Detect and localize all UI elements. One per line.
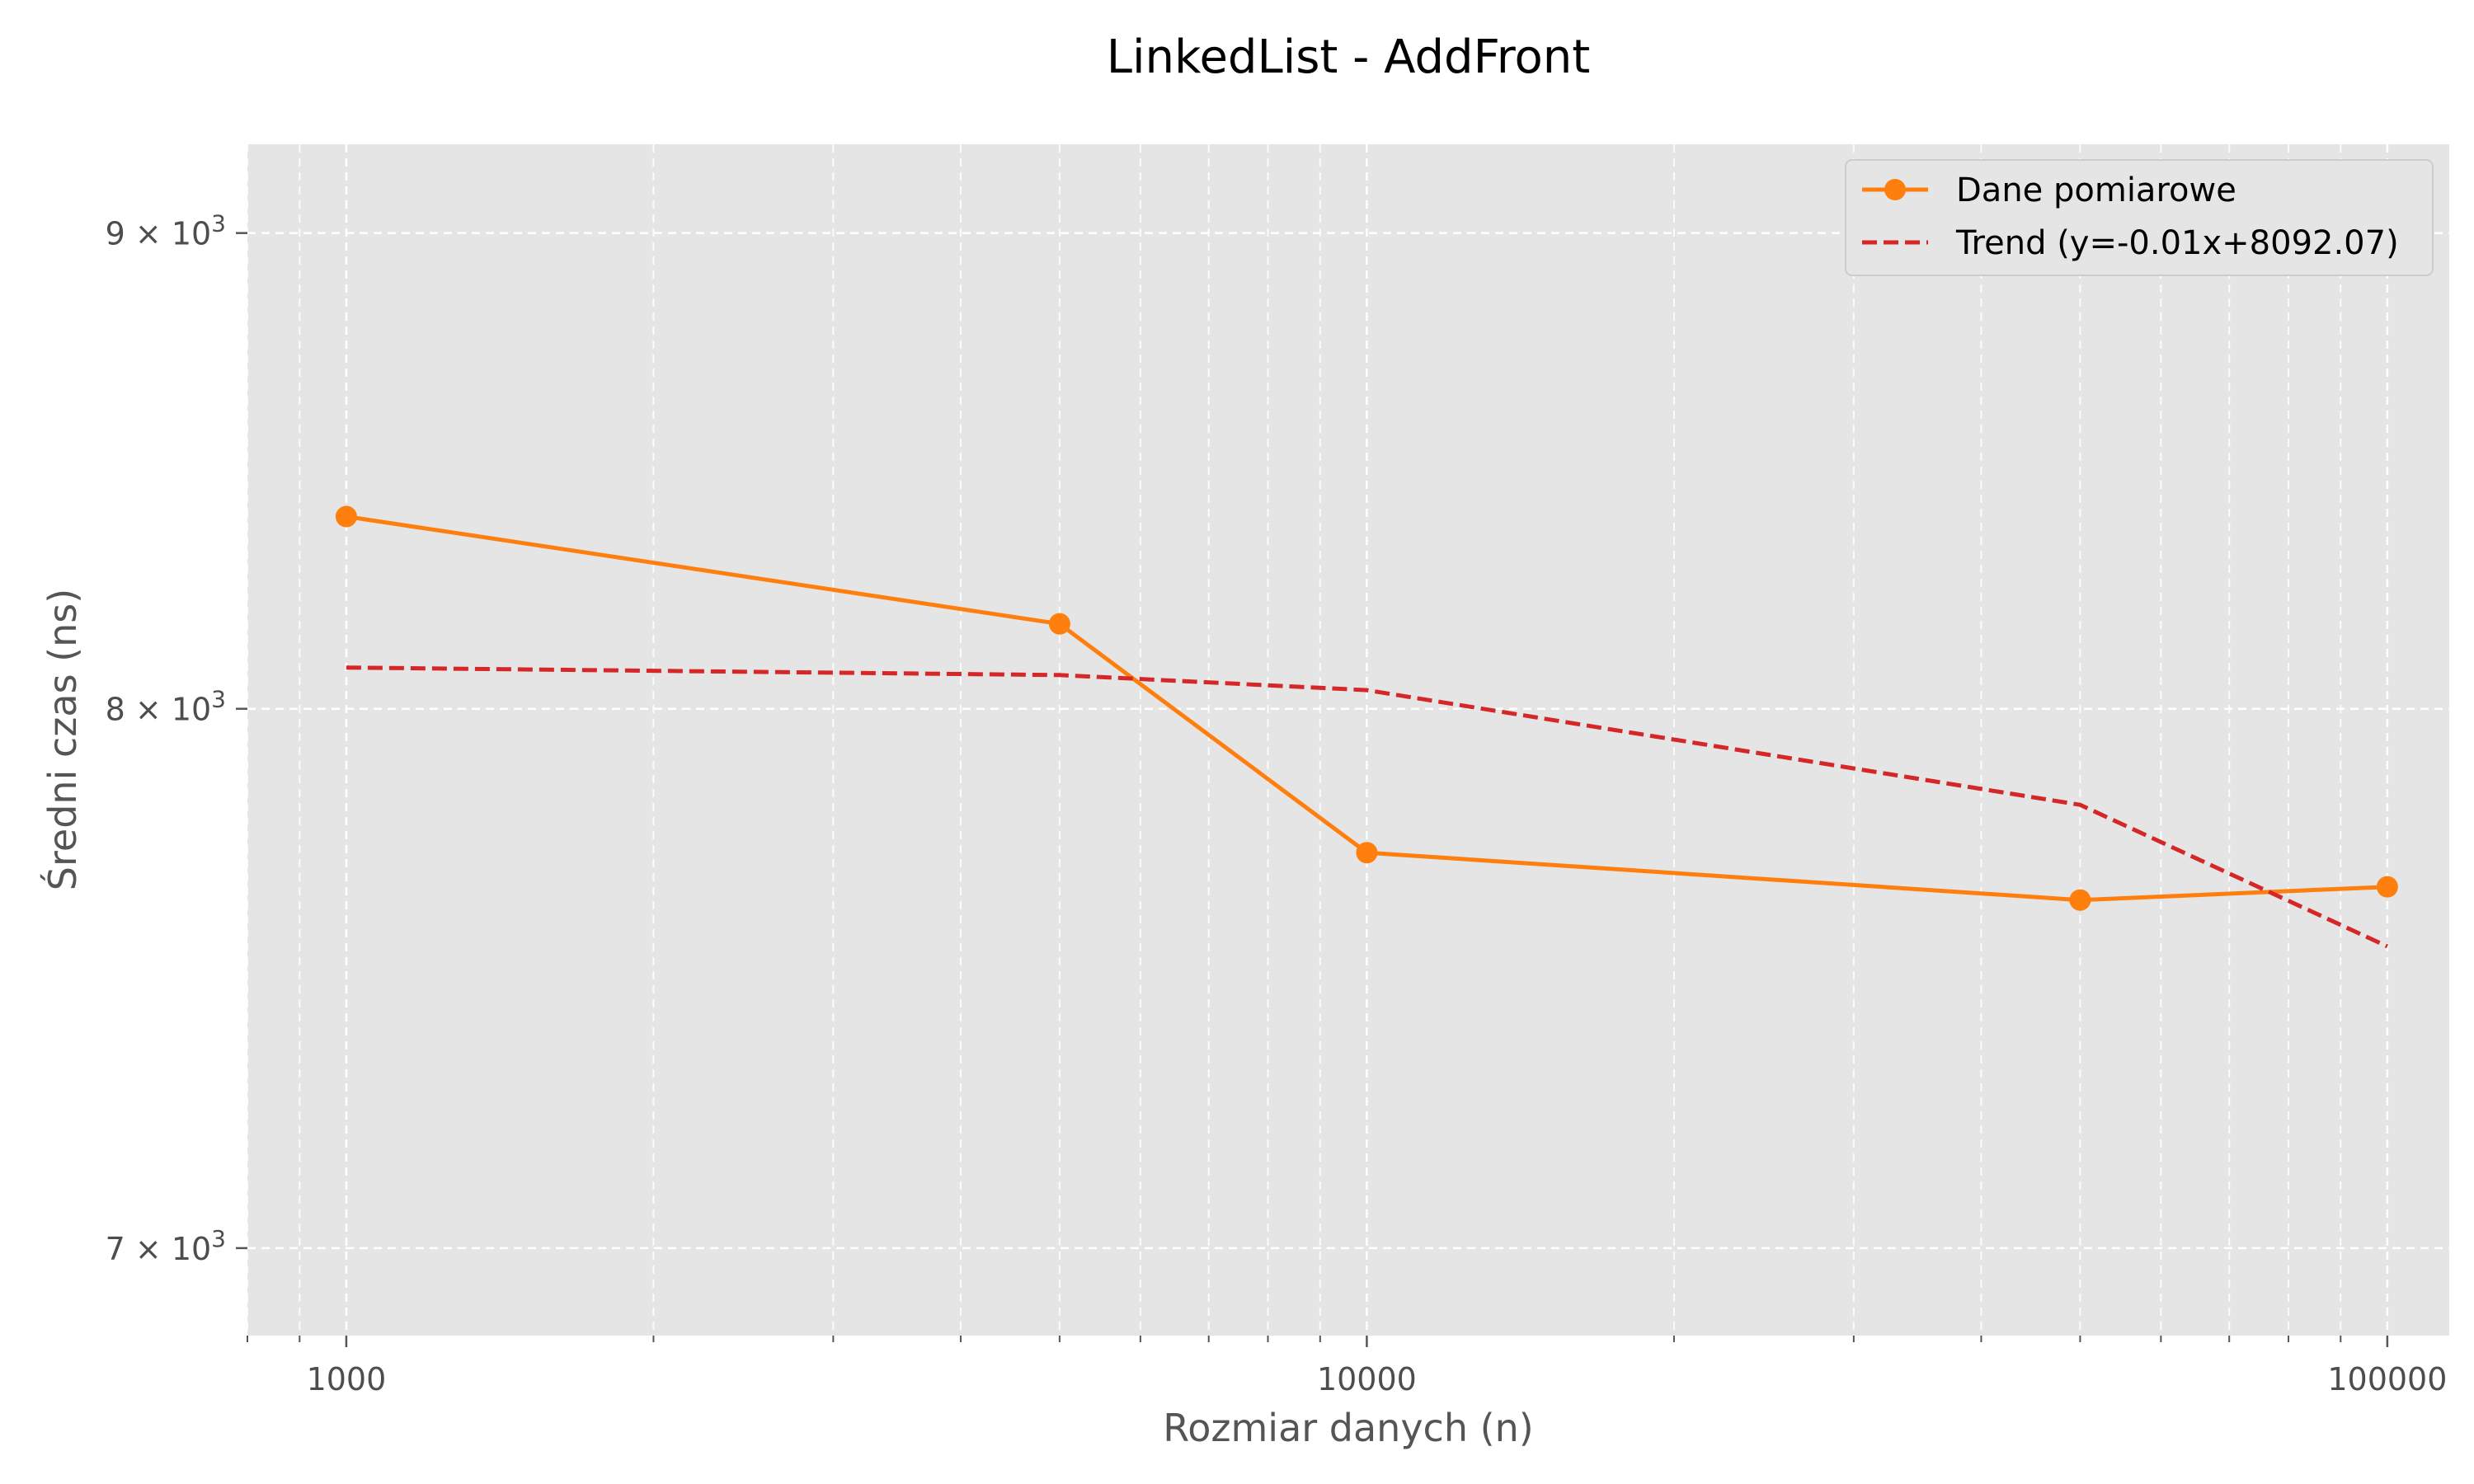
y-axis-label: Średni czas (ns): [40, 589, 85, 890]
legend-label-trend: Trend (y=-0.01x+8092.07): [1955, 224, 2399, 262]
series-line-trend: [346, 665, 2388, 949]
legend-box: [1845, 159, 2434, 276]
x-tick-label: 1000: [307, 1361, 387, 1397]
x-tick-label: 100000: [2327, 1361, 2447, 1397]
data-point-marker: [2069, 889, 2091, 911]
legend-swatch-measured-marker: [1884, 179, 1906, 200]
data-point-marker: [335, 505, 357, 528]
data-point-marker: [2376, 876, 2398, 898]
tick-marks: [236, 232, 2389, 1347]
data-point-marker: [1048, 613, 1070, 635]
major-gridlines: [247, 144, 2449, 1336]
legend-label-measured: Dane pomiarowe: [1956, 171, 2236, 209]
legend: Dane pomiarowe Trend (y=-0.01x+8092.07): [1845, 159, 2434, 276]
y-tick-label: 9 × 103: [106, 210, 226, 252]
tick-labels: 1000 10000 100000 7 × 103 8 × 103 9 × 103: [106, 210, 2448, 1397]
chart-title: LinkedList - AddFront: [1107, 31, 1590, 84]
series-layer: [335, 505, 2398, 949]
y-tick-label: 8 × 103: [106, 686, 226, 728]
x-axis-label: Rozmiar danych (n): [1163, 1406, 1533, 1450]
x-tick-label: 10000: [1317, 1361, 1417, 1397]
plot-area: [247, 144, 2449, 1336]
y-tick-label: 7 × 103: [106, 1225, 226, 1267]
data-point-marker: [1356, 842, 1378, 864]
